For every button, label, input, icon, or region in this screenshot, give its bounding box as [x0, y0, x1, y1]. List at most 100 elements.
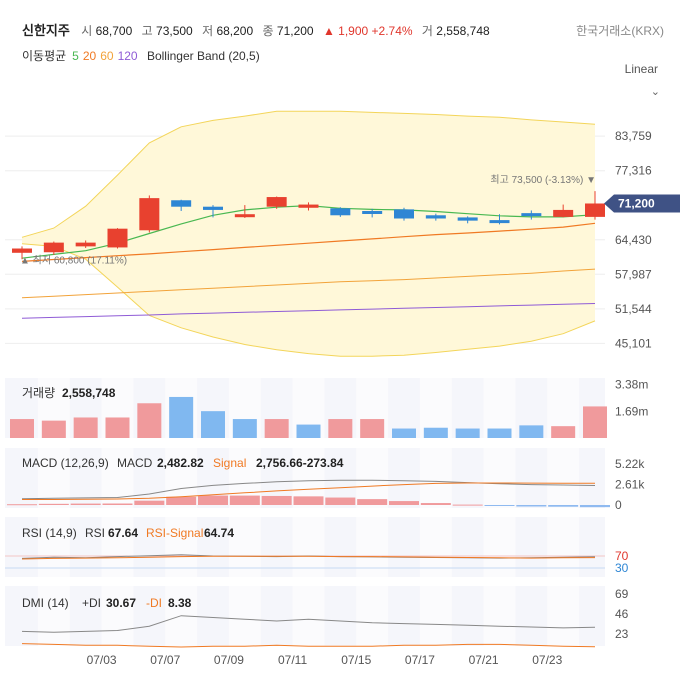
volume-bar	[201, 411, 225, 438]
macd-histogram-bar	[548, 505, 579, 507]
bollinger-legend[interactable]: Bollinger Band (20,5)	[146, 49, 260, 63]
panel-stripe	[101, 517, 134, 577]
x-axis-label: 07/15	[341, 653, 371, 667]
signal-value: 2,756.66-273.84	[256, 456, 344, 470]
chevron-down-icon[interactable]: ⌄	[650, 86, 660, 98]
panel-stripe	[419, 448, 452, 508]
candle-body	[457, 217, 478, 221]
ma-legend-label: 이동평균	[22, 49, 67, 63]
panel-stripe	[101, 586, 134, 646]
volume-bar	[137, 403, 162, 438]
candle-body	[330, 208, 351, 216]
macd-title: MACD (12,26,9)	[22, 456, 109, 470]
high-label: 고	[141, 24, 153, 38]
open-label: 시	[81, 24, 93, 38]
volume-bar	[392, 428, 416, 438]
macd-histogram-bar	[484, 505, 515, 506]
macd-histogram-bar	[516, 505, 547, 507]
rsi-tick-label: 70	[615, 549, 629, 563]
macd-histogram-bar	[70, 503, 101, 505]
ma120-line	[21, 303, 596, 319]
candle-body	[553, 209, 574, 217]
macd-tick-label: 2.61k	[615, 478, 645, 492]
plus-di-value: 30.67	[106, 596, 136, 610]
price-tick-label: 51,544	[615, 302, 652, 316]
high-annotation: 최고 73,500 (-3.13%) ▼	[490, 174, 596, 186]
macd-histogram-bar	[102, 503, 133, 505]
volume-bar	[105, 417, 130, 438]
panel-stripe	[483, 517, 516, 577]
x-axis-label: 07/11	[278, 653, 307, 667]
ma-legend: 이동평균 5 20 60 120 Bollinger Band (20,5)	[22, 47, 266, 64]
panel-stripe	[37, 586, 70, 646]
price-tick-label: 45,101	[615, 336, 652, 350]
minus-di-value: 8.38	[168, 596, 192, 610]
price-tick-label: 83,759	[615, 129, 652, 143]
macd-histogram-bar	[134, 500, 165, 505]
panel-stripe	[483, 448, 516, 508]
rsi-value: 67.64	[108, 526, 138, 540]
ma60-legend[interactable]: 60	[100, 49, 114, 63]
panel-stripe	[419, 586, 452, 646]
macd-histogram-bar	[325, 497, 356, 505]
dmi-tick-label: 23	[615, 627, 629, 641]
current-price-label: 71,200	[618, 196, 655, 210]
ma5-legend[interactable]: 5	[72, 49, 79, 63]
volume-bar	[264, 419, 289, 438]
rsi-title: RSI (14,9)	[22, 526, 77, 540]
low-label: 저	[202, 24, 214, 38]
macd-histogram-bar	[420, 503, 451, 505]
macd-histogram-bar	[198, 495, 228, 505]
candle-body	[139, 198, 160, 231]
panel-stripe	[483, 378, 516, 438]
signal-label: Signal	[213, 456, 246, 470]
x-axis-label: 07/21	[469, 653, 499, 667]
panel-stripe	[356, 517, 389, 577]
candle-body	[425, 215, 446, 219]
volume-label: 거	[421, 24, 433, 38]
panel-stripe	[547, 517, 580, 577]
volume-tick-label: 3.38m	[615, 378, 648, 392]
volume-bar	[487, 428, 512, 438]
dmi-title: DMI (14)	[22, 596, 69, 610]
bollinger-lower-line	[21, 243, 596, 357]
volume-bar	[296, 424, 321, 438]
ma20-legend[interactable]: 20	[82, 49, 97, 63]
panel-stripe	[292, 517, 325, 577]
exchange-source: 한국거래소(KRX)	[576, 24, 664, 38]
high-value: 73,500	[156, 24, 193, 38]
candle-body	[43, 242, 64, 253]
price-tick-label: 57,987	[615, 267, 652, 281]
candle-body	[266, 197, 287, 207]
x-axis-label: 07/07	[150, 653, 180, 667]
panel-stripe	[356, 586, 389, 646]
volume-bar	[232, 419, 257, 438]
volume-bar	[328, 419, 353, 438]
panel-stripe	[547, 586, 580, 646]
low-annotation: ▲ 최저 60,800 (17.11%)	[20, 255, 127, 267]
macd-signal-line	[22, 482, 596, 500]
candle-body	[12, 248, 32, 253]
current-price-tag	[604, 194, 680, 213]
x-axis-label: 07/23	[532, 653, 562, 667]
candle-body	[362, 210, 383, 214]
dmi-tick-label: 69	[615, 587, 629, 601]
macd-line	[21, 479, 596, 500]
close-value: 71,200	[276, 24, 314, 38]
plus-di-line	[21, 615, 596, 633]
open-value: 68,700	[95, 24, 133, 38]
macd-histogram-bar	[38, 503, 69, 505]
close-label: 종	[262, 24, 274, 38]
minus-di-line	[21, 643, 596, 648]
volume-bar	[360, 419, 385, 438]
macd-histogram-bar	[389, 501, 419, 505]
dmi-tick-label: 46	[615, 607, 629, 621]
panel-stripe	[356, 448, 389, 508]
panel-stripe	[292, 586, 325, 646]
ma60-line	[21, 268, 596, 299]
stock-name[interactable]: 신한지주	[22, 23, 70, 38]
ma120-legend[interactable]: 120	[117, 49, 138, 63]
scale-mode-select[interactable]: Linear	[624, 62, 658, 76]
macd-tick-label: 0	[615, 498, 622, 512]
